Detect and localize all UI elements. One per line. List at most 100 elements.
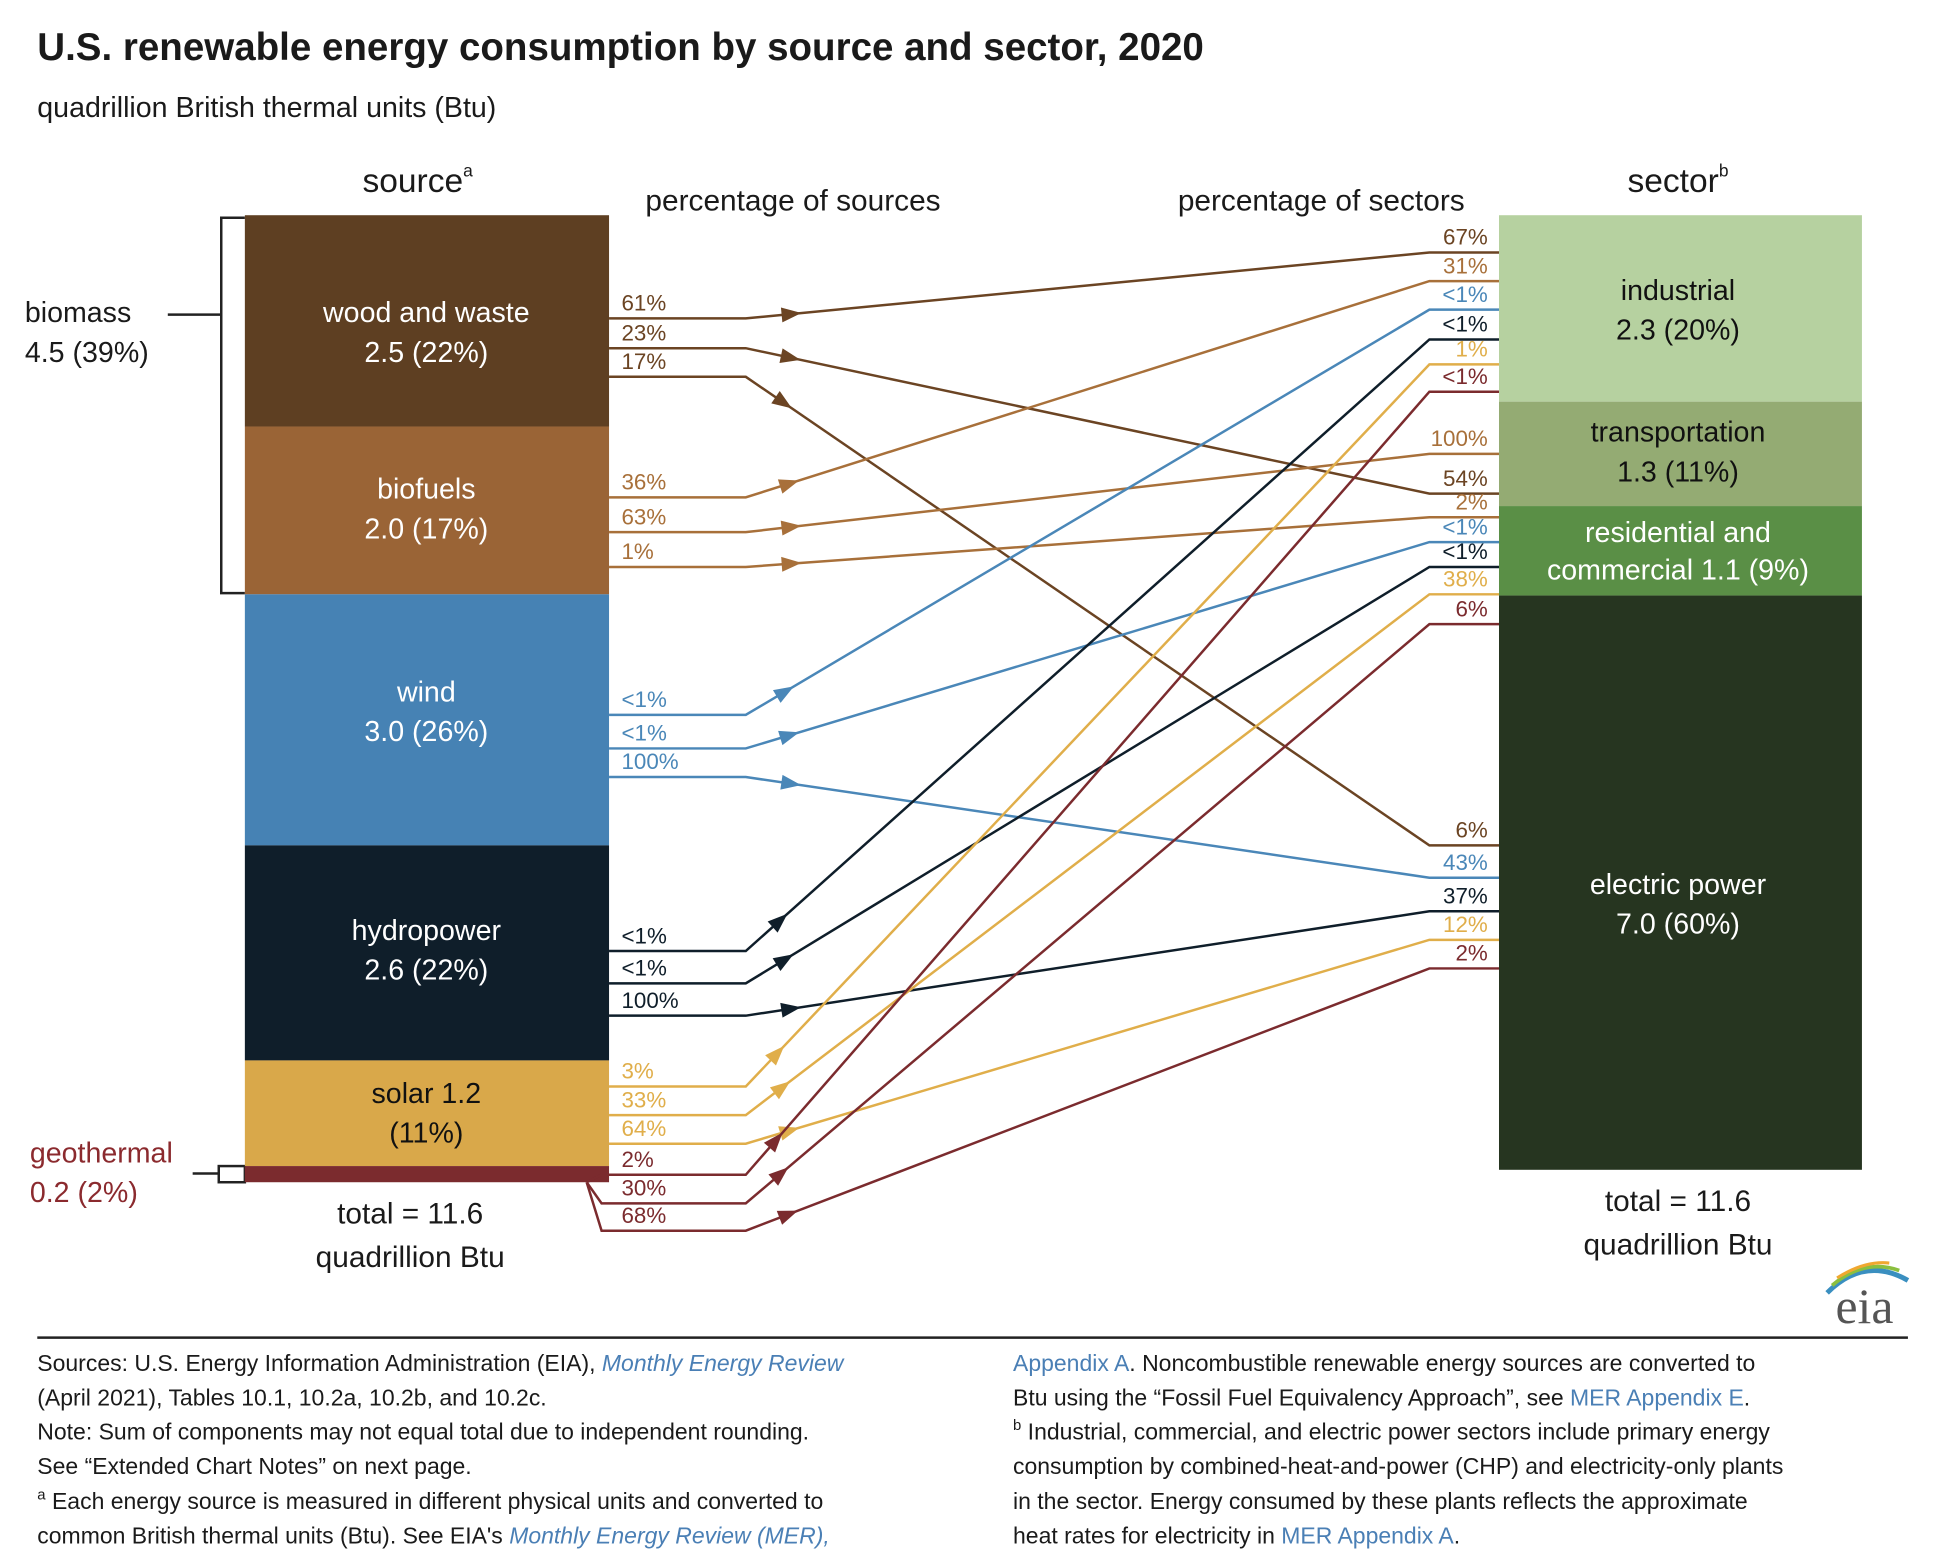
flow-arrow bbox=[780, 307, 802, 323]
sector-total: total = 11.6 bbox=[1605, 1185, 1751, 1218]
source-bar bbox=[244, 426, 610, 595]
footnote-line: a Each energy source is measured in diff… bbox=[37, 1487, 823, 1514]
source-header: sourcea bbox=[362, 160, 473, 199]
flow-line bbox=[609, 346, 1499, 495]
sector-value: commercial 1.1 (9%) bbox=[1547, 554, 1809, 586]
source-pct-label: 23% bbox=[621, 320, 666, 345]
biomass-value: 4.5 (39%) bbox=[25, 337, 149, 369]
pct-sectors-header: percentage of sectors bbox=[1178, 185, 1465, 218]
source-pct-label: 68% bbox=[621, 1203, 666, 1228]
flow-line bbox=[609, 363, 1499, 1088]
source-pct-label: 33% bbox=[621, 1087, 666, 1112]
footnote-link: Monthly Energy Review bbox=[602, 1350, 845, 1376]
source-bar bbox=[244, 845, 610, 1061]
sector-pct-label: 6% bbox=[1455, 596, 1487, 621]
source-pct-label: 63% bbox=[621, 504, 666, 529]
source-value: 2.6 (22%) bbox=[364, 955, 488, 987]
flow-line bbox=[585, 622, 1499, 1205]
footnote-link: Monthly Energy Review (MER), bbox=[509, 1523, 830, 1549]
flow-line bbox=[609, 308, 1499, 717]
flow-line bbox=[609, 251, 1499, 320]
footnote-text: . Noncombustible renewable energy source… bbox=[1129, 1350, 1755, 1376]
flow-line bbox=[586, 390, 1499, 1184]
footnote-line: Note: Sum of components may not equal to… bbox=[37, 1418, 809, 1444]
footnote-line: Sources: U.S. Energy Information Adminis… bbox=[37, 1350, 844, 1376]
flow-arrow bbox=[763, 1132, 783, 1153]
source-label: geothermal bbox=[30, 1137, 173, 1169]
source-bar bbox=[244, 594, 610, 846]
sector-label: residential and bbox=[1585, 517, 1771, 549]
flow-line bbox=[609, 565, 1499, 985]
logo-arc-blue bbox=[1825, 1267, 1910, 1295]
flow-arrow bbox=[780, 1002, 802, 1018]
source-pct-label: 100% bbox=[621, 749, 678, 774]
flow-line bbox=[609, 279, 1499, 499]
flow-arrow bbox=[765, 1045, 785, 1066]
footnote-line: common British thermal units (Btu). See … bbox=[37, 1523, 830, 1549]
flow-line bbox=[609, 338, 1499, 953]
sector-header: sectorb bbox=[1627, 160, 1728, 199]
footnote-text: Sources: U.S. Energy Information Adminis… bbox=[37, 1350, 602, 1376]
footnote-link: MER Appendix A bbox=[1281, 1523, 1454, 1549]
footnote-line: in the sector. Energy consumed by these … bbox=[1013, 1488, 1748, 1514]
source-label: hydropower bbox=[352, 915, 502, 947]
source-total: total = 11.6 bbox=[337, 1198, 483, 1231]
footnote-link: MER Appendix E bbox=[1570, 1385, 1744, 1411]
source-bar bbox=[244, 1060, 610, 1167]
source-value: 0.2 (2%) bbox=[30, 1177, 138, 1209]
flow-arrow bbox=[779, 348, 801, 364]
source-header-sup: a bbox=[463, 160, 473, 180]
pct-sources-header: percentage of sources bbox=[645, 185, 940, 218]
sector-pct-label: 37% bbox=[1443, 884, 1488, 909]
sector-pct-label: 31% bbox=[1443, 253, 1488, 278]
footnote-text: Note: Sum of components may not equal to… bbox=[37, 1418, 809, 1444]
footnote-line: See “Extended Chart Notes” on next page. bbox=[37, 1453, 471, 1479]
footnote-line: (April 2021), Tables 10.1, 10.2a, 10.2b,… bbox=[37, 1385, 546, 1411]
flow-line bbox=[609, 938, 1499, 1145]
flow-arrow bbox=[771, 391, 792, 409]
footnote-text: in the sector. Energy consumed by these … bbox=[1013, 1488, 1748, 1514]
biomass-bracket bbox=[220, 216, 245, 595]
sector-bar bbox=[1498, 595, 1862, 1170]
source-bar bbox=[244, 215, 610, 427]
footnote-text: heat rates for electricity in bbox=[1013, 1523, 1281, 1549]
flow-line bbox=[609, 375, 1499, 847]
flow-arrow bbox=[767, 913, 788, 933]
sector-bar bbox=[1498, 506, 1862, 596]
flow-line bbox=[609, 910, 1499, 1017]
sector-pct-label: <1% bbox=[1442, 514, 1487, 539]
flow-arrow bbox=[768, 1167, 789, 1186]
sector-pct-label: 2% bbox=[1455, 941, 1487, 966]
footnote-text: common British thermal units (Btu). See … bbox=[37, 1523, 509, 1549]
source-pct-label: 30% bbox=[621, 1176, 666, 1201]
title: U.S. renewable energy consumption by sou… bbox=[37, 26, 1204, 69]
sector-pct-label: <1% bbox=[1442, 282, 1487, 307]
sector-bar bbox=[1498, 401, 1862, 507]
sector-label: transportation bbox=[1591, 417, 1766, 449]
footnote-line: Appendix A. Noncombustible renewable ene… bbox=[1013, 1350, 1755, 1376]
sector-pct-label: 2% bbox=[1455, 489, 1487, 514]
flow-arrow bbox=[776, 1210, 798, 1225]
flow-arrow bbox=[780, 774, 802, 790]
footnote-text: Btu using the “Fossil Fuel Equivalency A… bbox=[1013, 1385, 1570, 1411]
source-pct-label: <1% bbox=[621, 687, 666, 712]
footnote-line: Btu using the “Fossil Fuel Equivalency A… bbox=[1013, 1385, 1750, 1411]
source-label: wood and waste bbox=[322, 297, 530, 329]
source-pct-label: 100% bbox=[621, 988, 678, 1013]
flow-arrow bbox=[772, 686, 794, 703]
sector-pct-label: 12% bbox=[1443, 912, 1488, 937]
flow-line bbox=[609, 593, 1499, 1117]
source-pct-label: 2% bbox=[621, 1147, 653, 1172]
flow-arrow bbox=[781, 556, 802, 572]
footnote-link: Appendix A bbox=[1013, 1350, 1130, 1376]
sector-pct-label: <1% bbox=[1442, 312, 1487, 337]
sector-pct-label: 1% bbox=[1455, 337, 1487, 362]
sector-pct-label: 100% bbox=[1431, 426, 1488, 451]
flow-arrow bbox=[780, 520, 802, 536]
biomass-label: biomass bbox=[25, 297, 131, 329]
source-pct-label: <1% bbox=[621, 721, 666, 746]
sector-pct-label: 43% bbox=[1443, 850, 1488, 875]
sector-value: 2.3 (20%) bbox=[1616, 315, 1740, 347]
sector-pct-label: <1% bbox=[1442, 364, 1487, 389]
